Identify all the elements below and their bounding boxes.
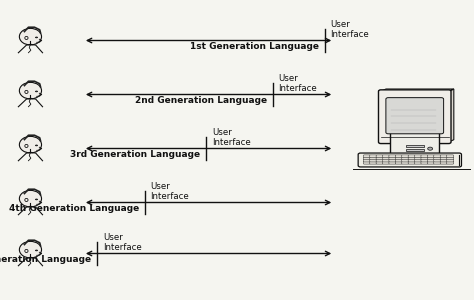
Text: 1st Generation Language: 1st Generation Language: [190, 42, 319, 51]
FancyBboxPatch shape: [428, 159, 435, 162]
FancyBboxPatch shape: [408, 159, 415, 162]
Text: User
Interface: User Interface: [330, 20, 369, 39]
FancyBboxPatch shape: [428, 155, 435, 158]
FancyBboxPatch shape: [440, 159, 447, 162]
FancyBboxPatch shape: [421, 157, 428, 160]
FancyBboxPatch shape: [363, 155, 370, 158]
Ellipse shape: [35, 250, 38, 251]
Text: 4th Generation Language: 4th Generation Language: [9, 204, 139, 213]
FancyBboxPatch shape: [376, 155, 383, 158]
FancyBboxPatch shape: [408, 155, 415, 158]
Circle shape: [428, 147, 433, 150]
FancyBboxPatch shape: [428, 157, 435, 160]
FancyBboxPatch shape: [386, 98, 444, 134]
FancyBboxPatch shape: [434, 155, 441, 158]
FancyBboxPatch shape: [389, 161, 396, 164]
FancyBboxPatch shape: [395, 161, 402, 164]
FancyBboxPatch shape: [370, 159, 377, 162]
FancyBboxPatch shape: [383, 157, 390, 160]
Polygon shape: [381, 89, 454, 91]
FancyBboxPatch shape: [415, 161, 422, 164]
Ellipse shape: [35, 145, 38, 146]
FancyBboxPatch shape: [447, 159, 454, 162]
FancyBboxPatch shape: [402, 161, 409, 164]
FancyBboxPatch shape: [421, 161, 428, 164]
FancyBboxPatch shape: [447, 157, 454, 160]
FancyBboxPatch shape: [363, 161, 370, 164]
FancyBboxPatch shape: [408, 157, 415, 160]
Ellipse shape: [35, 37, 38, 38]
FancyBboxPatch shape: [390, 132, 439, 154]
FancyBboxPatch shape: [370, 157, 377, 160]
Ellipse shape: [35, 91, 38, 92]
Ellipse shape: [25, 36, 28, 40]
Ellipse shape: [19, 136, 42, 153]
FancyBboxPatch shape: [415, 157, 422, 160]
FancyBboxPatch shape: [421, 155, 428, 158]
Text: User
Interface: User Interface: [150, 182, 189, 201]
Ellipse shape: [19, 28, 42, 45]
FancyBboxPatch shape: [395, 159, 402, 162]
FancyBboxPatch shape: [447, 161, 454, 164]
Ellipse shape: [19, 82, 42, 99]
FancyBboxPatch shape: [402, 155, 409, 158]
FancyBboxPatch shape: [376, 161, 383, 164]
Text: User
Interface: User Interface: [103, 233, 142, 252]
Ellipse shape: [25, 249, 28, 253]
FancyBboxPatch shape: [358, 153, 462, 167]
FancyBboxPatch shape: [402, 159, 409, 162]
FancyBboxPatch shape: [415, 159, 422, 162]
Ellipse shape: [35, 199, 38, 200]
FancyBboxPatch shape: [376, 157, 383, 160]
FancyBboxPatch shape: [402, 157, 409, 160]
FancyBboxPatch shape: [378, 90, 451, 144]
FancyBboxPatch shape: [434, 157, 441, 160]
FancyBboxPatch shape: [408, 161, 415, 164]
Text: 5th Generation Language: 5th Generation Language: [0, 255, 91, 264]
Polygon shape: [448, 89, 454, 142]
FancyBboxPatch shape: [383, 159, 390, 162]
FancyBboxPatch shape: [440, 157, 447, 160]
FancyBboxPatch shape: [383, 161, 390, 164]
FancyBboxPatch shape: [389, 159, 396, 162]
FancyBboxPatch shape: [434, 161, 441, 164]
FancyBboxPatch shape: [370, 161, 377, 164]
FancyBboxPatch shape: [395, 157, 402, 160]
FancyBboxPatch shape: [447, 155, 454, 158]
FancyBboxPatch shape: [370, 155, 377, 158]
FancyBboxPatch shape: [421, 159, 428, 162]
FancyBboxPatch shape: [363, 159, 370, 162]
FancyBboxPatch shape: [383, 155, 390, 158]
Text: User
Interface: User Interface: [278, 74, 317, 93]
FancyBboxPatch shape: [376, 159, 383, 162]
FancyBboxPatch shape: [415, 155, 422, 158]
Ellipse shape: [25, 144, 28, 148]
FancyBboxPatch shape: [428, 161, 435, 164]
FancyBboxPatch shape: [440, 161, 447, 164]
Ellipse shape: [25, 90, 28, 94]
Ellipse shape: [19, 190, 42, 207]
FancyBboxPatch shape: [363, 157, 370, 160]
Ellipse shape: [25, 198, 28, 202]
FancyBboxPatch shape: [389, 155, 396, 158]
FancyBboxPatch shape: [389, 157, 396, 160]
FancyBboxPatch shape: [405, 149, 424, 151]
FancyBboxPatch shape: [405, 145, 424, 147]
FancyBboxPatch shape: [440, 155, 447, 158]
Ellipse shape: [19, 242, 42, 258]
FancyBboxPatch shape: [395, 155, 402, 158]
Text: 2nd Generation Language: 2nd Generation Language: [135, 96, 267, 105]
Text: 3rd Generation Language: 3rd Generation Language: [70, 150, 201, 159]
Text: User
Interface: User Interface: [212, 128, 251, 147]
FancyBboxPatch shape: [434, 159, 441, 162]
